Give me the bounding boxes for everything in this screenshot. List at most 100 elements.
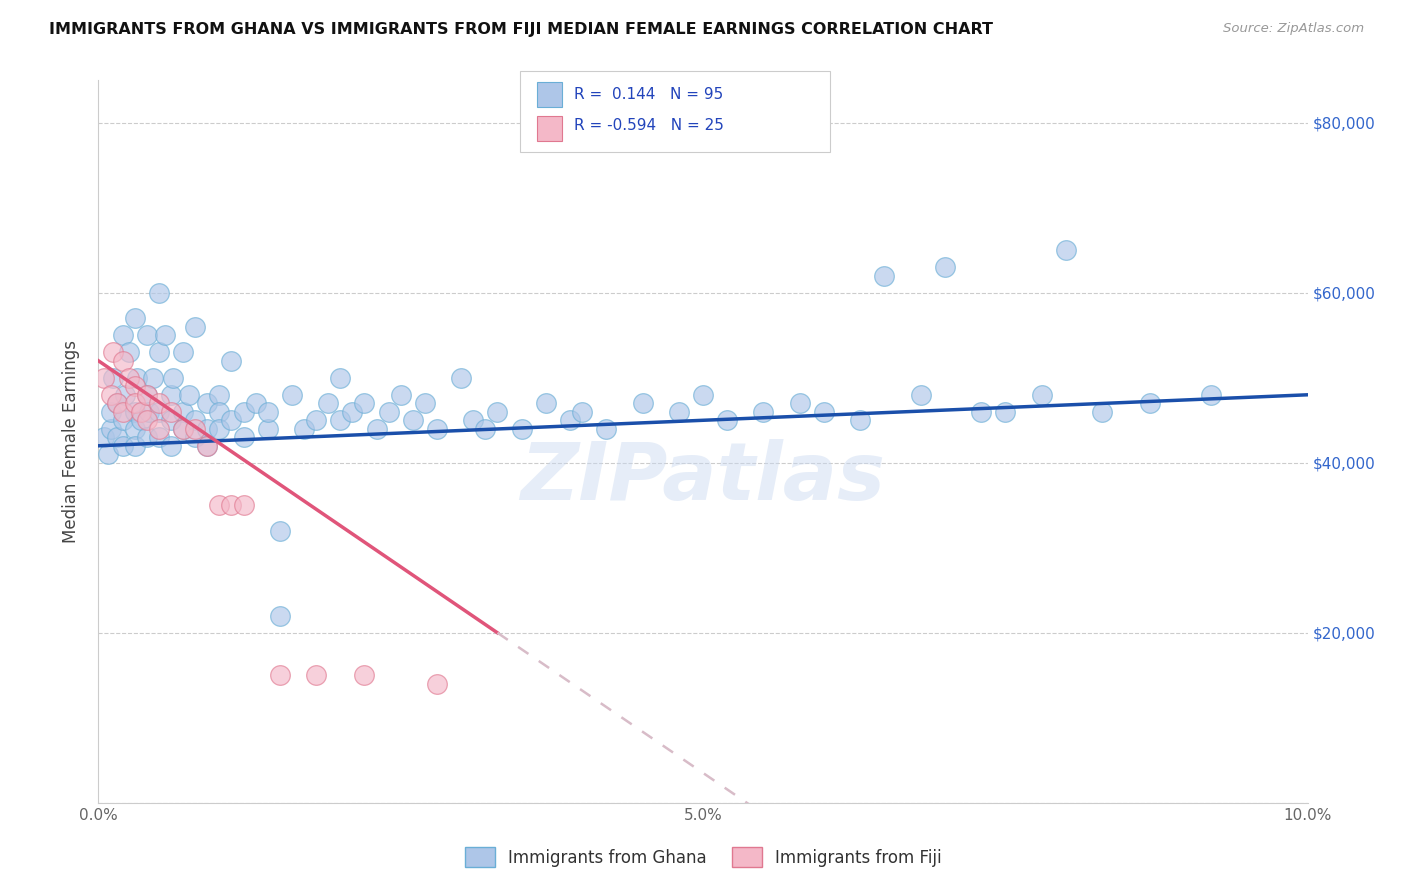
Point: [153, 328, 176, 343]
Point: [135, 328, 157, 343]
Point: [389, 388, 412, 402]
Point: [873, 268, 896, 283]
Point: [172, 405, 194, 419]
Point: [160, 388, 183, 402]
Text: R =  0.144   N = 95: R = 0.144 N = 95: [574, 87, 723, 102]
Point: [813, 405, 835, 419]
Point: [534, 396, 557, 410]
Point: [716, 413, 738, 427]
Point: [789, 396, 811, 410]
Point: [93, 371, 115, 385]
Point: [208, 498, 231, 512]
Point: [366, 422, 388, 436]
Point: [221, 413, 243, 427]
Point: [135, 413, 157, 427]
Point: [124, 439, 146, 453]
Point: [232, 430, 254, 444]
Point: [101, 345, 124, 359]
Point: [105, 396, 128, 410]
Point: [124, 311, 146, 326]
Point: [269, 608, 291, 623]
Point: [232, 498, 254, 512]
Point: [426, 422, 449, 436]
Point: [269, 524, 291, 538]
Text: IMMIGRANTS FROM GHANA VS IMMIGRANTS FROM FIJI MEDIAN FEMALE EARNINGS CORRELATION: IMMIGRANTS FROM GHANA VS IMMIGRANTS FROM…: [49, 22, 993, 37]
Point: [208, 405, 231, 419]
Point: [179, 388, 201, 402]
Point: [148, 422, 170, 436]
Y-axis label: Median Female Earnings: Median Female Earnings: [62, 340, 80, 543]
Point: [184, 430, 207, 444]
Point: [135, 388, 157, 402]
Point: [281, 388, 304, 402]
Point: [162, 371, 184, 385]
Point: [172, 345, 194, 359]
Point: [129, 405, 152, 419]
Point: [413, 396, 436, 410]
Point: [510, 422, 533, 436]
Point: [1199, 388, 1222, 402]
Point: [668, 405, 690, 419]
Point: [142, 371, 165, 385]
Point: [160, 439, 183, 453]
Point: [105, 396, 128, 410]
Point: [184, 319, 207, 334]
Text: Source: ZipAtlas.com: Source: ZipAtlas.com: [1223, 22, 1364, 36]
Point: [184, 422, 207, 436]
Point: [172, 422, 194, 436]
Point: [129, 413, 152, 427]
Point: [256, 422, 278, 436]
Point: [100, 405, 122, 419]
Point: [1031, 388, 1053, 402]
Point: [910, 388, 932, 402]
Point: [486, 405, 509, 419]
Point: [118, 371, 141, 385]
Point: [595, 422, 617, 436]
Point: [124, 396, 146, 410]
Point: [269, 668, 291, 682]
Point: [184, 413, 207, 427]
Point: [135, 388, 157, 402]
Point: [305, 668, 328, 682]
Point: [402, 413, 425, 427]
Point: [245, 396, 267, 410]
Point: [256, 405, 278, 419]
Point: [124, 405, 146, 419]
Point: [100, 422, 122, 436]
Point: [208, 422, 231, 436]
Point: [970, 405, 993, 419]
Point: [1139, 396, 1161, 410]
Point: [111, 413, 134, 427]
Point: [127, 371, 149, 385]
Point: [114, 388, 136, 402]
Point: [1091, 405, 1114, 419]
Point: [124, 379, 146, 393]
Point: [353, 396, 375, 410]
Point: [292, 422, 315, 436]
Point: [160, 405, 183, 419]
Point: [135, 430, 157, 444]
Point: [329, 371, 352, 385]
Point: [97, 447, 120, 461]
Point: [329, 413, 352, 427]
Point: [571, 405, 593, 419]
Point: [752, 405, 775, 419]
Point: [118, 345, 141, 359]
Point: [631, 396, 654, 410]
Point: [208, 388, 231, 402]
Point: [377, 405, 399, 419]
Point: [172, 422, 194, 436]
Point: [305, 413, 328, 427]
Point: [692, 388, 714, 402]
Point: [111, 328, 134, 343]
Point: [111, 405, 134, 419]
Point: [148, 285, 170, 300]
Point: [232, 405, 254, 419]
Point: [353, 668, 375, 682]
Point: [195, 422, 218, 436]
Point: [316, 396, 339, 410]
Legend: Immigrants from Ghana, Immigrants from Fiji: Immigrants from Ghana, Immigrants from F…: [458, 840, 948, 874]
Point: [138, 405, 160, 419]
Point: [994, 405, 1017, 419]
Point: [558, 413, 581, 427]
